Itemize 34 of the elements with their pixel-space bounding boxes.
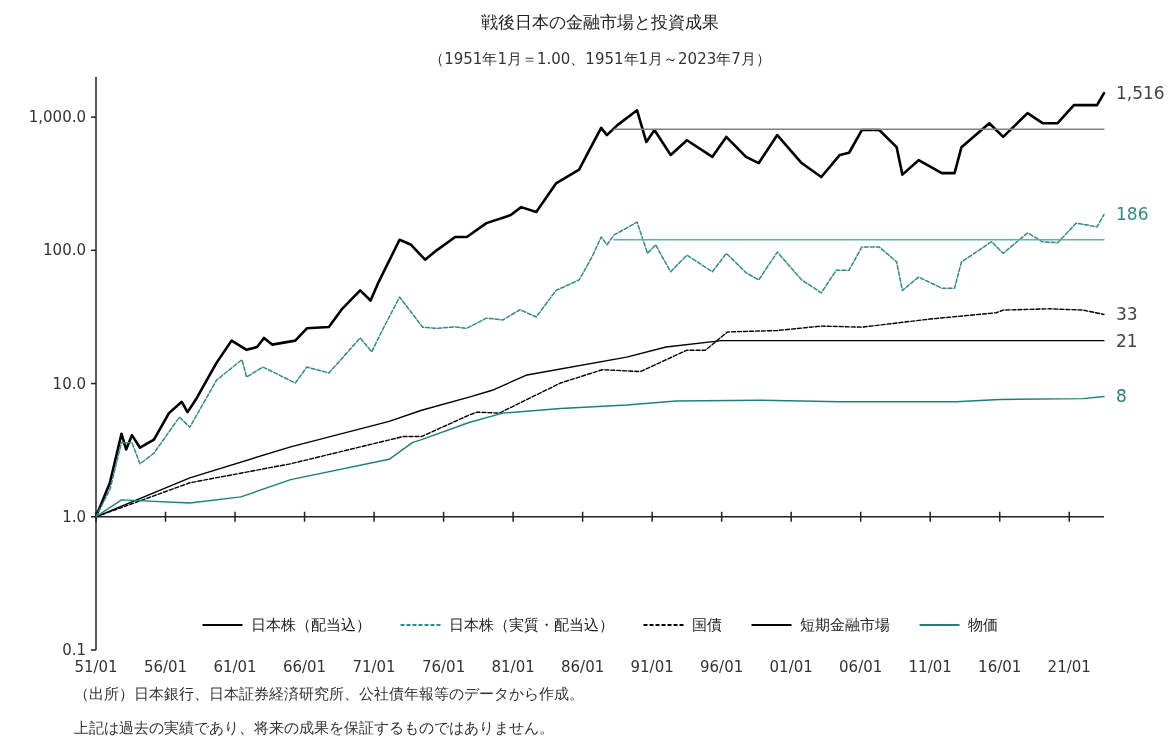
label: 33	[1116, 304, 1138, 325]
ytick: 0.1	[62, 641, 86, 659]
xtick: 01/01	[769, 658, 813, 676]
xtick: 96/01	[700, 658, 744, 676]
xtick: 16/01	[978, 658, 1022, 676]
ytick: 10.0	[52, 374, 86, 393]
subtitle: （1951年1月＝1.00、1951年1月～2023年7月）	[429, 50, 771, 68]
legend-label: 国債	[691, 616, 722, 634]
xtick: 06/01	[839, 658, 883, 676]
label: 21	[1116, 330, 1138, 351]
legend-label: 物価	[967, 616, 998, 634]
xtick: 11/01	[908, 658, 952, 676]
xtick: 56/01	[143, 658, 188, 676]
title: 戦後日本の金融市場と投資成果	[481, 12, 719, 32]
legend-label: 日本株（実質・配当込）	[448, 616, 614, 634]
xtick: 91/01	[630, 658, 674, 676]
legend-label: 日本株（配当込）	[250, 616, 371, 634]
legend-label: 短期金融市場	[799, 616, 890, 634]
xtick: 76/01	[421, 658, 466, 676]
ytick: 100.0	[43, 241, 86, 260]
xtick: 21/01	[1047, 658, 1091, 676]
xtick: 51/01	[74, 658, 118, 676]
label: 8	[1116, 386, 1127, 407]
label: 186	[1116, 204, 1149, 225]
xtick: 86/01	[561, 658, 605, 676]
annotation: （出所）日本銀行、日本証券経済研究所、公社債年報等のデータから作成。	[74, 685, 584, 703]
xtick: 81/01	[491, 658, 535, 676]
ytick: 1.0	[62, 507, 86, 526]
label: 1,516	[1116, 83, 1165, 104]
xtick: 71/01	[352, 658, 396, 676]
ytick: 1,000.0	[28, 108, 86, 127]
xtick: 66/01	[282, 658, 327, 676]
annotation: 上記は過去の実績であり、将来の成果を保証するものではありません。	[74, 719, 554, 737]
xtick: 61/01	[213, 658, 257, 676]
